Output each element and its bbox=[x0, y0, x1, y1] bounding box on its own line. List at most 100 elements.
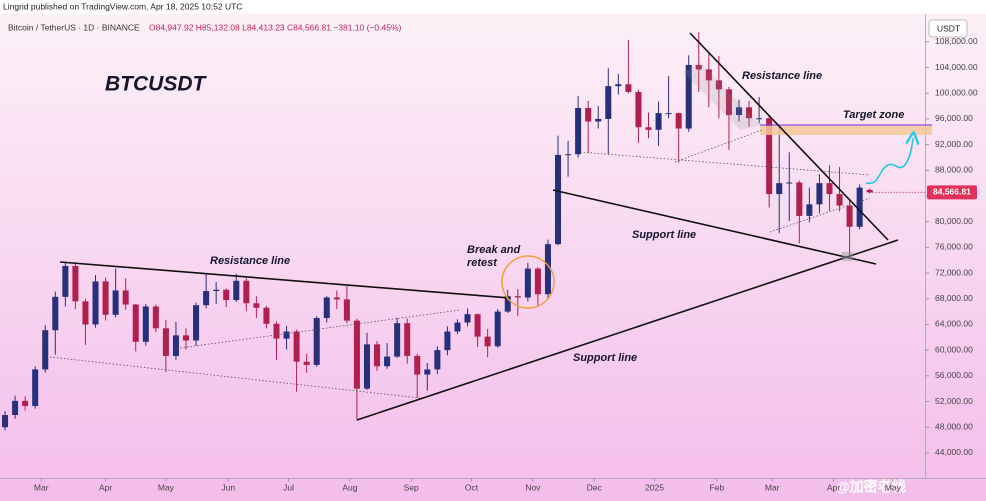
candle-body bbox=[464, 314, 471, 323]
x-tick-label: Jul bbox=[283, 482, 294, 492]
annotation: Support line bbox=[573, 352, 637, 364]
annotation: Target zone bbox=[843, 109, 904, 121]
candle-body bbox=[434, 350, 441, 370]
trend-lines bbox=[59, 32, 899, 421]
candle-body bbox=[333, 297, 340, 300]
candle-body bbox=[363, 344, 370, 389]
candle-body bbox=[273, 323, 280, 339]
candle-body bbox=[484, 336, 491, 347]
candle-body bbox=[474, 314, 481, 337]
x-tick-label: Aug bbox=[342, 482, 357, 492]
y-tick-label: 56,000.00 bbox=[935, 370, 973, 380]
target-zone bbox=[760, 126, 932, 135]
candle-body bbox=[72, 265, 79, 302]
annotation: Break and bbox=[467, 244, 520, 256]
y-tick-label: 64,000.00 bbox=[935, 319, 973, 329]
annotation: Support line bbox=[632, 229, 696, 241]
candle-body bbox=[404, 323, 411, 356]
candle-body bbox=[92, 281, 99, 325]
annotation: retest bbox=[467, 257, 498, 269]
candle-body bbox=[735, 107, 743, 116]
candle-body bbox=[796, 182, 803, 216]
x-tick-label: May bbox=[885, 482, 902, 492]
candle-body bbox=[856, 187, 863, 227]
y-tick-label: 44,000.00 bbox=[935, 447, 973, 457]
candle-body bbox=[233, 280, 240, 301]
candle-body bbox=[152, 306, 159, 329]
y-tick-label: 96,000.00 bbox=[935, 113, 973, 123]
annotation: Resistance line bbox=[742, 70, 822, 82]
candle-body bbox=[846, 205, 853, 227]
candle-body bbox=[635, 91, 642, 128]
candle-body bbox=[746, 107, 753, 119]
candle-body bbox=[494, 311, 501, 347]
candle-body bbox=[524, 268, 531, 298]
candle-body bbox=[625, 84, 632, 92]
candle-body bbox=[384, 356, 391, 367]
candle-body bbox=[374, 344, 381, 367]
y-tick-label: 72,000.00 bbox=[935, 267, 973, 277]
candle-body bbox=[62, 265, 69, 297]
candle-body bbox=[756, 118, 763, 120]
candle-body bbox=[555, 154, 562, 245]
candle-body bbox=[826, 183, 833, 195]
candle-body bbox=[182, 335, 190, 341]
marker-box bbox=[842, 252, 853, 261]
candle-body bbox=[303, 361, 310, 365]
publisher: Lingrid published on TradingView.com, Ap… bbox=[3, 1, 242, 11]
candle-body bbox=[22, 400, 29, 407]
candle-body bbox=[605, 86, 612, 119]
x-tick-label: Jun bbox=[221, 482, 235, 492]
candle-body bbox=[585, 107, 592, 122]
x-tick-label: Apr bbox=[827, 482, 840, 492]
candle-body bbox=[725, 89, 732, 116]
x-tick-label: Feb bbox=[710, 482, 725, 492]
x-tick-label: Dec bbox=[587, 482, 603, 492]
header-bar bbox=[0, 0, 986, 14]
candle-body bbox=[343, 299, 350, 321]
candle-body bbox=[112, 290, 119, 315]
y-tick-label: 80,000.00 bbox=[935, 216, 973, 226]
candle-body bbox=[565, 154, 572, 156]
candle-body bbox=[213, 289, 220, 292]
candle-body bbox=[394, 323, 401, 357]
y-tick-label: 104,000.00 bbox=[935, 62, 978, 72]
candle-body bbox=[786, 182, 793, 184]
x-tick-label: Oct bbox=[465, 482, 479, 492]
candle-body bbox=[414, 355, 421, 375]
candle-body bbox=[313, 318, 320, 365]
candle-body bbox=[454, 322, 461, 332]
y-tick-label: 88,000.00 bbox=[935, 165, 973, 175]
candle-body bbox=[766, 118, 773, 195]
candle-body bbox=[615, 84, 622, 87]
candle-body bbox=[142, 306, 149, 342]
candle-body bbox=[665, 113, 672, 115]
candle-body bbox=[243, 280, 250, 304]
x-tick-label: 2025 bbox=[645, 482, 664, 492]
candle-body bbox=[836, 194, 843, 206]
ohlc: O84,947.92 H85,132.08 L84,413.23 C84,566… bbox=[149, 22, 402, 32]
candle-body bbox=[504, 296, 511, 312]
x-tick-label: Mar bbox=[34, 482, 49, 492]
candle-body bbox=[12, 400, 19, 416]
candle-body bbox=[544, 244, 551, 295]
candle-body bbox=[162, 328, 169, 356]
candle-body bbox=[645, 127, 652, 130]
candle-body bbox=[223, 289, 230, 301]
candle-body bbox=[172, 335, 179, 356]
currency-box bbox=[928, 19, 968, 38]
candle-body bbox=[866, 189, 873, 193]
candle-body bbox=[263, 307, 270, 324]
candle-body bbox=[203, 291, 210, 306]
y-tick-label: 92,000.00 bbox=[935, 139, 973, 149]
candle-body bbox=[122, 290, 129, 305]
x-tick-label: Mar bbox=[765, 482, 780, 492]
watermark: @加密老钱 bbox=[836, 479, 906, 495]
candle-body bbox=[2, 415, 9, 428]
candle-body bbox=[776, 183, 783, 195]
annotation: Resistance line bbox=[210, 255, 290, 267]
candle-body bbox=[102, 281, 109, 315]
